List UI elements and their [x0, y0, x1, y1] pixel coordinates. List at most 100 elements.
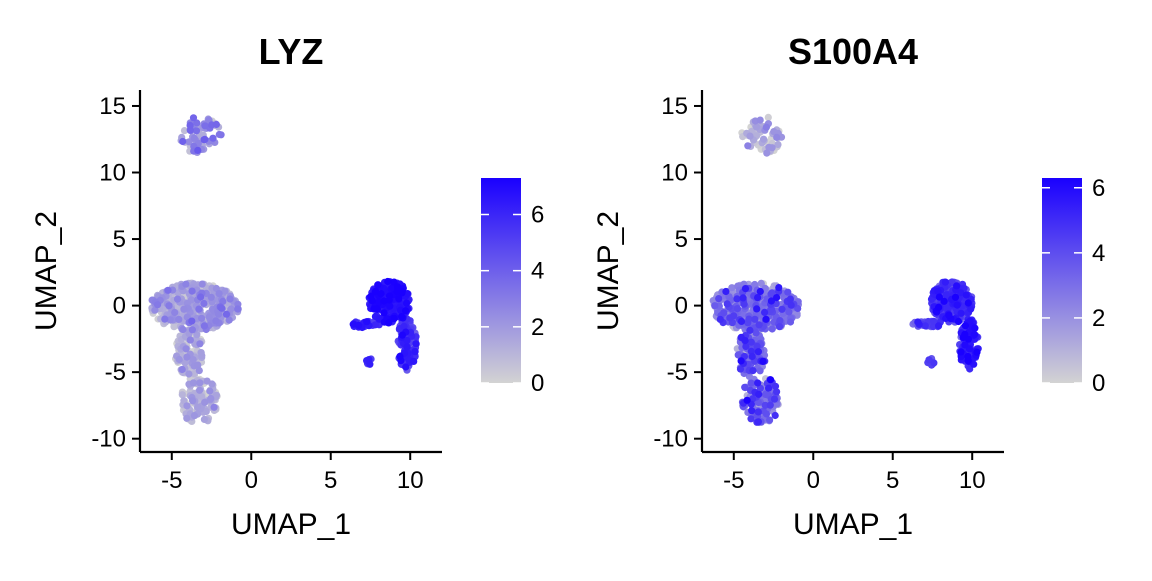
data-point: [222, 310, 231, 318]
data-point: [761, 308, 769, 316]
data-point: [745, 315, 753, 323]
data-point: [196, 379, 204, 387]
data-point: [737, 317, 746, 325]
colorbar-tick-label: 4: [531, 258, 544, 285]
y-tick-label: -10: [91, 426, 126, 453]
data-point: [961, 330, 969, 338]
data-point: [773, 294, 781, 302]
data-point: [200, 415, 208, 423]
data-point: [218, 304, 226, 312]
data-point: [966, 317, 974, 325]
data-point: [386, 302, 394, 310]
data-point: [954, 317, 963, 326]
data-point: [396, 352, 404, 360]
data-point: [957, 309, 965, 317]
data-point: [964, 357, 972, 365]
data-point: [757, 279, 765, 287]
data-point: [370, 305, 378, 313]
data-point: [371, 321, 379, 329]
data-point: [747, 379, 755, 387]
data-point: [410, 357, 418, 365]
data-point: [178, 365, 186, 374]
x-tick-label: 10: [959, 467, 986, 494]
data-point: [207, 293, 215, 301]
y-tick-label: 5: [113, 226, 126, 253]
data-point: [186, 336, 194, 344]
data-point: [755, 321, 763, 329]
data-point: [961, 341, 969, 349]
data-point: [412, 340, 420, 348]
data-point: [756, 287, 764, 296]
data-point: [186, 121, 194, 130]
data-point: [754, 408, 762, 416]
y-tick-label: -5: [105, 359, 126, 386]
data-point: [730, 312, 738, 320]
data-point: [759, 357, 767, 365]
data-point: [747, 415, 755, 423]
data-point: [189, 397, 197, 405]
data-point: [196, 386, 204, 394]
data-point: [372, 287, 380, 295]
data-point: [183, 353, 191, 361]
data-point: [215, 310, 223, 318]
data-point: [761, 401, 769, 409]
x-tick-label: 0: [807, 467, 820, 494]
data-point: [764, 113, 772, 121]
data-point: [964, 299, 972, 307]
data-point: [953, 282, 961, 290]
data-point: [740, 300, 748, 308]
data-point: [935, 322, 943, 330]
data-point: [202, 407, 210, 416]
data-point: [178, 391, 186, 399]
data-point: [188, 287, 196, 295]
data-point: [784, 288, 792, 296]
data-point: [398, 313, 406, 321]
data-point: [171, 308, 179, 317]
data-point: [739, 294, 747, 302]
data-point: [752, 329, 760, 337]
data-point: [748, 352, 756, 361]
data-point: [190, 134, 198, 142]
data-point: [973, 348, 981, 356]
data-point: [201, 398, 209, 406]
data-point: [198, 314, 206, 322]
data-point: [206, 387, 214, 395]
data-point: [179, 137, 187, 146]
data-point: [736, 365, 745, 373]
data-point: [752, 123, 761, 131]
y-tick-label: 15: [99, 93, 126, 120]
data-point: [390, 314, 398, 323]
data-point: [743, 396, 751, 404]
data-point: [188, 317, 196, 325]
data-point: [748, 407, 756, 415]
data-point: [215, 290, 223, 298]
data-point: [368, 297, 376, 305]
x-tick-label: -5: [161, 467, 182, 494]
data-point: [785, 308, 793, 316]
data-point: [941, 278, 950, 286]
data-point: [711, 302, 719, 310]
data-point: [786, 318, 795, 326]
data-point: [384, 277, 392, 286]
data-point: [194, 361, 202, 369]
y-axis-label: UMAP_2: [30, 211, 63, 331]
data-point: [209, 134, 217, 142]
data-point: [961, 322, 970, 330]
data-point: [194, 403, 202, 411]
data-point: [182, 345, 190, 353]
data-point: [716, 315, 724, 323]
x-tick-label: 5: [324, 467, 337, 494]
data-point: [194, 146, 202, 154]
data-point: [754, 379, 762, 387]
data-point: [921, 322, 929, 330]
data-point: [221, 287, 229, 295]
scatter-points: [148, 114, 420, 425]
y-tick-label: 15: [661, 93, 688, 120]
data-point: [403, 343, 411, 351]
data-point: [181, 359, 189, 367]
data-point: [193, 119, 201, 127]
data-point: [195, 305, 203, 313]
data-point: [402, 363, 410, 371]
data-point: [741, 383, 749, 391]
data-point: [210, 403, 218, 411]
